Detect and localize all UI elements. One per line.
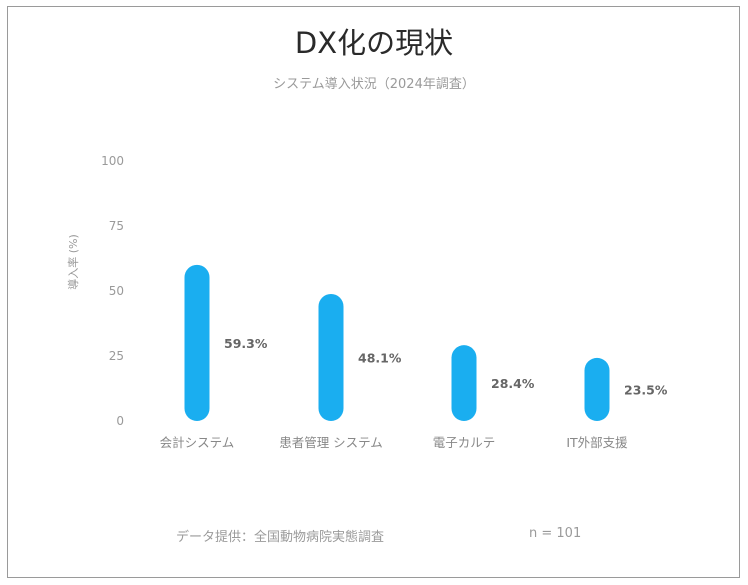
bar — [584, 357, 610, 421]
data-label: 48.1% — [358, 350, 402, 365]
sample-size: n = 101 — [529, 526, 582, 541]
y-tick-label: 50 — [109, 284, 124, 298]
data-source: データ提供：全国動物病院実態調査 — [176, 530, 385, 545]
chart-subtitle: システム導入状況（2024年調査） — [273, 77, 475, 92]
data-label: 23.5% — [624, 382, 668, 397]
x-tick-label: 電子カルテ — [433, 435, 496, 450]
data-label: 59.3% — [224, 336, 268, 351]
x-tick-label: IT外部支援 — [566, 435, 628, 450]
x-tick-label: 患者管理 システム — [279, 435, 383, 450]
y-tick-label: 0 — [116, 414, 124, 428]
y-tick-label: 25 — [109, 349, 124, 363]
bar — [318, 293, 344, 421]
y-axis-label: 導入率 (%) — [66, 234, 80, 290]
y-tick-label: 100 — [101, 154, 124, 168]
chart-frame — [7, 6, 740, 578]
y-tick-label: 75 — [109, 219, 124, 233]
data-label: 28.4% — [491, 376, 535, 391]
x-tick-label: 会計システム — [160, 435, 235, 450]
bar — [451, 345, 477, 421]
chart-title: DX化の現状 — [294, 26, 454, 60]
bar — [184, 264, 210, 421]
